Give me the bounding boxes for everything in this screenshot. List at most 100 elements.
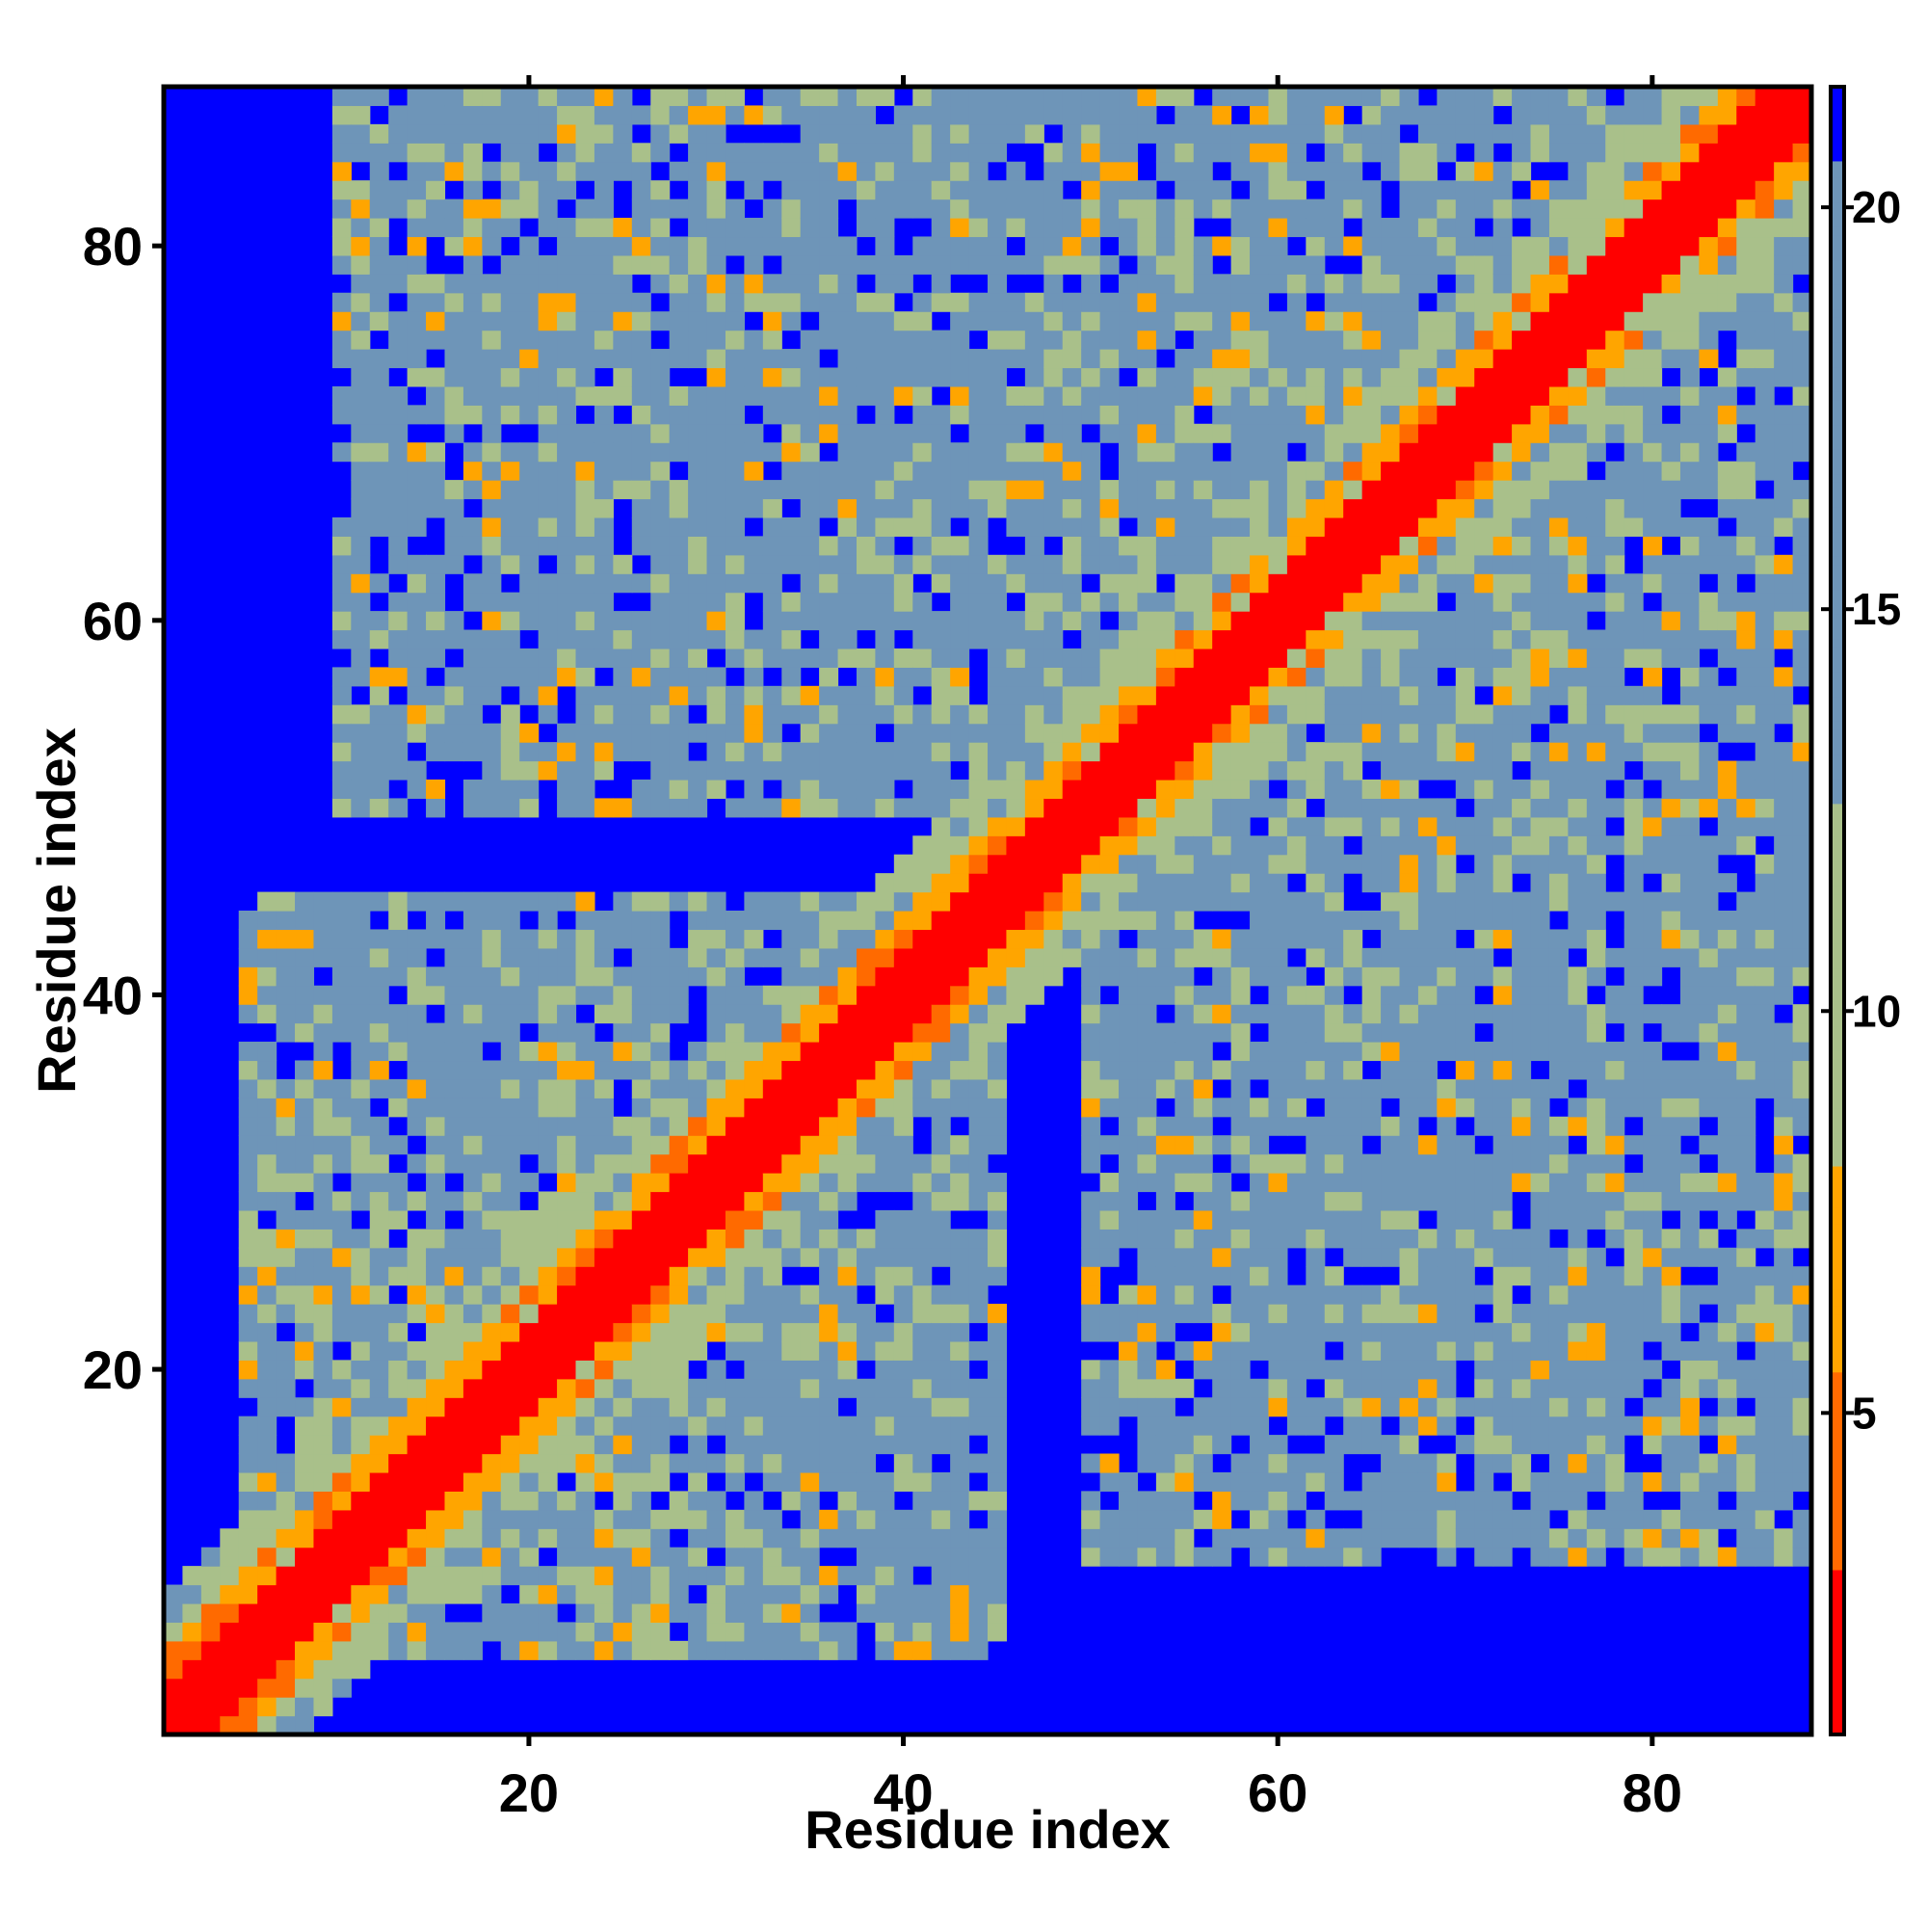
heatmap-cell (1548, 592, 1569, 612)
heatmap-cell (931, 198, 951, 219)
heatmap-cell (1343, 1116, 1363, 1136)
heatmap-cell (800, 1622, 820, 1642)
heatmap-cell (762, 648, 782, 668)
heatmap-cell (575, 723, 595, 743)
heatmap-cell (893, 966, 913, 987)
heatmap-cell (837, 385, 858, 406)
heatmap-cell (819, 1453, 839, 1473)
heatmap-cell (725, 1229, 745, 1249)
heatmap-cell (669, 498, 689, 518)
heatmap-cell (369, 779, 389, 800)
heatmap-cell (500, 742, 520, 762)
heatmap-cell (1361, 274, 1382, 294)
heatmap-cell (762, 1453, 782, 1473)
heatmap-cell (351, 536, 371, 556)
heatmap-cell (1437, 1247, 1457, 1267)
heatmap-cell (1381, 254, 1401, 275)
heatmap-cell (912, 1528, 933, 1548)
heatmap-cell (1230, 1229, 1251, 1249)
heatmap-cell (594, 123, 614, 144)
heatmap-cell (800, 1284, 820, 1305)
heatmap-cell (538, 1191, 558, 1211)
heatmap-cell (1437, 1209, 1457, 1230)
heatmap-cell (1081, 779, 1101, 800)
heatmap-cell (257, 1098, 277, 1118)
heatmap-cell (950, 592, 970, 612)
heatmap-cell (1043, 498, 1064, 518)
heatmap-cell (1455, 816, 1475, 836)
heatmap-cell (912, 516, 933, 537)
heatmap-cell (1399, 1022, 1419, 1043)
heatmap-cell (1306, 254, 1326, 275)
heatmap-cell (1099, 798, 1120, 818)
heatmap-cell (1193, 1135, 1213, 1155)
heatmap-cell (1155, 1360, 1175, 1380)
heatmap-cell (426, 1622, 446, 1642)
heatmap-cell (781, 985, 802, 1005)
heatmap-cell (313, 1640, 333, 1660)
heatmap-cell (1455, 1135, 1475, 1155)
heatmap-cell (1530, 1116, 1550, 1136)
heatmap-cell (1492, 1547, 1513, 1567)
heatmap-cell (444, 87, 464, 107)
heatmap-cell (426, 1528, 446, 1548)
heatmap-cell (1512, 405, 1532, 425)
heatmap-cell (1155, 1378, 1175, 1398)
heatmap-cell (331, 1435, 352, 1455)
heatmap-cell (950, 611, 970, 631)
heatmap-cell (613, 1209, 633, 1230)
heatmap-cell (444, 123, 464, 144)
heatmap-cell (351, 1135, 371, 1155)
heatmap-cell (1492, 330, 1513, 350)
heatmap-cell (1099, 1322, 1120, 1342)
heatmap-cell (1455, 480, 1475, 500)
heatmap-cell (1193, 1247, 1213, 1267)
heatmap-cell (1417, 891, 1438, 912)
heatmap-cell (257, 1304, 277, 1324)
heatmap-cell (238, 1378, 258, 1398)
heatmap-cell (1417, 554, 1438, 574)
heatmap-cell (1024, 123, 1044, 144)
heatmap-cell (1119, 1116, 1139, 1136)
heatmap-cell (893, 123, 913, 144)
heatmap-cell (1437, 911, 1457, 931)
heatmap-cell (1212, 685, 1232, 705)
heatmap-cell (1530, 385, 1550, 406)
heatmap-cell (594, 385, 614, 406)
heatmap-cell (1530, 1547, 1550, 1567)
heatmap-cell (1006, 723, 1026, 743)
heatmap-cell (519, 985, 540, 1005)
heatmap-cell (1492, 461, 1513, 481)
heatmap-cell (1043, 274, 1064, 294)
heatmap-cell (220, 1715, 240, 1735)
heatmap-cell (295, 1153, 315, 1174)
heatmap-cell (462, 966, 483, 987)
heatmap-cell (594, 1266, 614, 1286)
heatmap-cell (837, 516, 858, 537)
heatmap-cell (1548, 873, 1569, 893)
heatmap-cell (837, 143, 858, 163)
heatmap-cell (1437, 1022, 1457, 1043)
heatmap-cell (1155, 929, 1175, 949)
heatmap-cell (744, 1004, 764, 1024)
heatmap-cell (1286, 516, 1307, 537)
heatmap-cell (575, 105, 595, 125)
heatmap-cell (706, 554, 726, 574)
heatmap-cell (1024, 891, 1044, 912)
heatmap-cell (276, 891, 296, 912)
heatmap-cell (650, 1397, 671, 1417)
heatmap-cell (669, 648, 689, 668)
heatmap-cell (407, 1247, 427, 1267)
heatmap-cell (819, 1116, 839, 1136)
heatmap-cell (1417, 405, 1438, 425)
heatmap-cell (988, 1173, 1008, 1193)
heatmap-cell (1193, 1153, 1213, 1174)
heatmap-cell (1268, 1340, 1288, 1361)
heatmap-cell (482, 1397, 502, 1417)
heatmap-cell (1568, 1153, 1588, 1174)
heatmap-cell (912, 966, 933, 987)
heatmap-cell (856, 573, 877, 594)
heatmap-cell (819, 611, 839, 631)
heatmap-cell (1417, 1153, 1438, 1174)
heatmap-cell (331, 611, 352, 631)
